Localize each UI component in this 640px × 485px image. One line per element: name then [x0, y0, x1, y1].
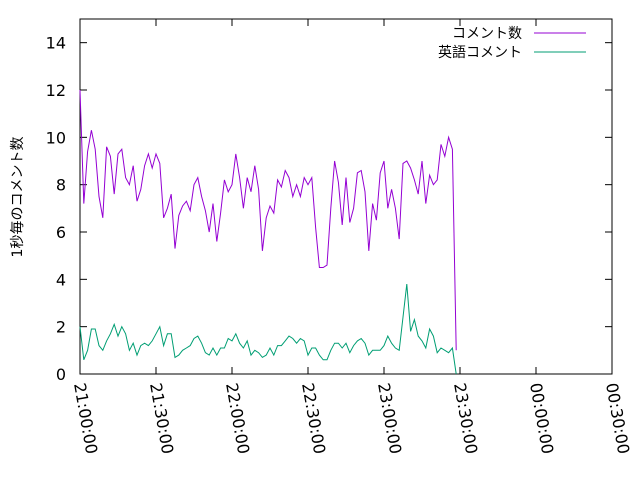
series-line-1	[79, 89, 457, 351]
x-tick-label: 00:30:00	[602, 381, 633, 455]
y-tick-label: 14	[46, 34, 66, 53]
y-tick-label: 0	[56, 365, 66, 384]
x-tick-label: 23:30:00	[450, 381, 481, 455]
y-tick-label: 12	[46, 81, 66, 100]
x-axis-ticks: 21:00:00 21:30:00 22:00:00 22:30:00 23:00:00…	[70, 19, 633, 455]
y-tick-label: 4	[56, 270, 66, 289]
y-axis-label: 1秒毎のコメント数	[10, 137, 26, 258]
legend-label: 英語コメント	[438, 44, 522, 61]
series-layer	[79, 89, 457, 375]
x-tick-label: 23:00:00	[374, 381, 405, 455]
legend-label: コメント数	[452, 26, 522, 42]
x-tick-label: 00:00:00	[526, 381, 557, 455]
y-tick-label: 6	[56, 223, 66, 242]
x-tick-label: 22:30:00	[298, 381, 329, 455]
x-tick-label: 22:00:00	[222, 381, 253, 455]
y-tick-label: 10	[46, 128, 66, 147]
plot-frame	[79, 18, 613, 375]
x-tick-label: 21:30:00	[146, 381, 177, 455]
x-tick-label: 21:00:00	[70, 381, 101, 455]
series-line-2	[79, 284, 457, 375]
y-axis-ticks: 0 2 4 6 8 10 12 14	[46, 34, 612, 384]
y-tick-label: 8	[56, 176, 66, 195]
y-tick-label: 2	[56, 318, 66, 337]
